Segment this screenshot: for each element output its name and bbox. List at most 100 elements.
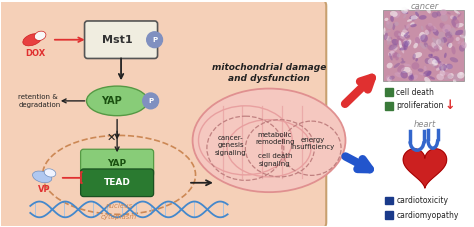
Ellipse shape [415,12,419,17]
Ellipse shape [438,37,444,47]
Ellipse shape [428,23,432,27]
Ellipse shape [459,45,465,52]
Ellipse shape [397,36,405,41]
Ellipse shape [461,41,467,48]
Ellipse shape [433,62,437,66]
Ellipse shape [399,47,406,50]
Ellipse shape [407,19,412,22]
Ellipse shape [442,24,451,33]
Ellipse shape [432,59,438,66]
Ellipse shape [436,66,442,71]
Ellipse shape [410,15,417,20]
Ellipse shape [408,70,412,77]
Ellipse shape [87,86,148,116]
Ellipse shape [435,58,441,64]
Ellipse shape [192,89,346,192]
Ellipse shape [403,39,408,45]
Ellipse shape [403,64,411,66]
Ellipse shape [389,44,398,50]
Ellipse shape [423,32,431,35]
Ellipse shape [384,18,388,21]
Text: cancer: cancer [411,2,439,11]
Ellipse shape [394,72,403,78]
Ellipse shape [391,45,395,55]
Ellipse shape [384,30,391,33]
Ellipse shape [404,9,407,12]
Ellipse shape [404,25,408,30]
Ellipse shape [406,9,410,11]
Ellipse shape [397,71,401,74]
Ellipse shape [455,30,464,35]
Ellipse shape [406,39,411,47]
Ellipse shape [432,12,438,18]
Ellipse shape [431,54,433,56]
Ellipse shape [411,62,419,70]
Ellipse shape [445,31,452,38]
Ellipse shape [439,70,446,76]
Ellipse shape [394,30,401,38]
Ellipse shape [392,39,399,45]
Ellipse shape [393,10,401,18]
Bar [385,88,393,96]
Ellipse shape [459,72,463,75]
Ellipse shape [439,64,447,71]
Ellipse shape [44,169,56,177]
Ellipse shape [383,27,385,35]
Ellipse shape [457,41,461,44]
Ellipse shape [457,72,465,79]
Ellipse shape [446,64,453,69]
Polygon shape [403,149,447,188]
Ellipse shape [445,72,452,76]
Ellipse shape [450,15,454,19]
Ellipse shape [450,57,458,62]
Ellipse shape [392,23,395,30]
Ellipse shape [386,75,391,81]
FancyBboxPatch shape [81,169,154,197]
Ellipse shape [433,38,441,44]
Ellipse shape [419,15,427,20]
Ellipse shape [393,52,397,58]
Ellipse shape [426,7,431,13]
Ellipse shape [452,19,459,28]
Ellipse shape [23,34,42,46]
Text: P: P [148,98,153,104]
Ellipse shape [437,11,441,17]
Ellipse shape [447,36,450,39]
Ellipse shape [453,73,462,81]
Text: P: P [152,37,157,43]
Ellipse shape [428,54,433,58]
Ellipse shape [451,46,456,54]
Ellipse shape [438,61,442,65]
Text: ↓: ↓ [444,99,455,112]
Ellipse shape [424,42,428,47]
Ellipse shape [33,171,52,183]
Ellipse shape [413,52,422,58]
Ellipse shape [410,22,415,25]
Ellipse shape [433,42,438,48]
Ellipse shape [425,58,431,64]
Ellipse shape [463,29,466,37]
Ellipse shape [410,73,413,79]
Ellipse shape [457,13,461,17]
Ellipse shape [445,29,448,32]
Ellipse shape [430,26,437,32]
Ellipse shape [406,24,410,29]
Ellipse shape [390,11,398,17]
Ellipse shape [419,43,426,49]
Ellipse shape [385,35,391,41]
Ellipse shape [387,63,392,68]
Ellipse shape [412,54,416,60]
Ellipse shape [384,32,388,40]
Ellipse shape [438,62,444,67]
Ellipse shape [431,64,437,68]
Ellipse shape [390,16,394,22]
Ellipse shape [424,66,427,71]
Text: cytoplasm: cytoplasm [101,214,137,220]
Text: cell death
signaling: cell death signaling [258,153,292,167]
Ellipse shape [447,36,454,43]
Ellipse shape [43,136,196,214]
Ellipse shape [456,23,464,27]
Ellipse shape [400,45,404,53]
FancyBboxPatch shape [84,21,157,59]
Text: cardiomyopathy: cardiomyopathy [396,211,459,220]
